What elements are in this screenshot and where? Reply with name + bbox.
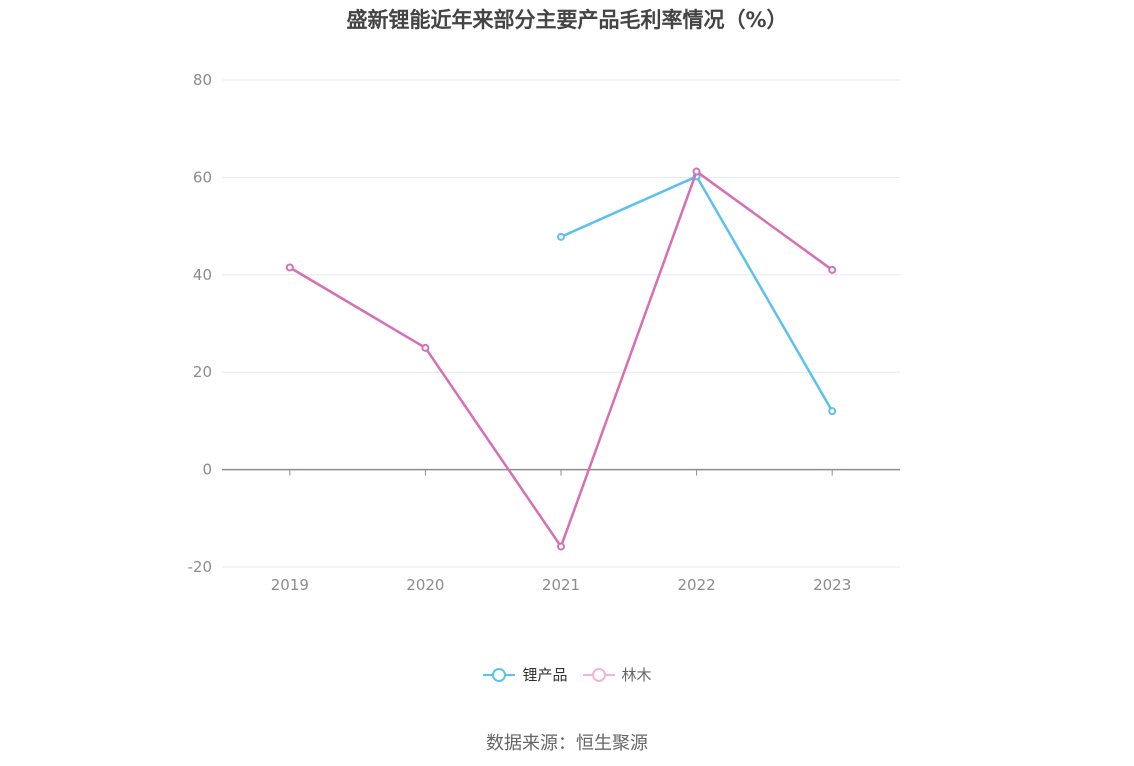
- data-point-series-1: [421, 343, 430, 352]
- y-tick-label: 40: [193, 266, 212, 284]
- data-point-series-1: [557, 542, 565, 551]
- y-tick-label: 60: [193, 168, 212, 186]
- legend: 锂产品 林木: [0, 664, 1134, 685]
- legend-lithium-marker-icon: [483, 667, 516, 682]
- legend-item-lithium[interactable]: 锂产品: [482, 664, 568, 685]
- data-point-series-1: [285, 263, 294, 272]
- legend-item-forestry[interactable]: 林木: [582, 664, 652, 685]
- y-tick-label: 0: [202, 461, 212, 479]
- y-tick-label: 20: [193, 363, 212, 381]
- y-tick-label: 80: [193, 71, 212, 89]
- data-point-series-1: [828, 265, 837, 274]
- data-point-series-0: [828, 407, 837, 416]
- x-tick-label: 2023: [813, 576, 851, 594]
- series-line-0: [560, 175, 834, 412]
- legend-forestry-marker-icon: [582, 667, 615, 682]
- x-tick-label: 2022: [678, 576, 716, 594]
- data-point-series-0: [557, 232, 565, 241]
- data-source-note: 数据来源：恒生聚源: [486, 733, 648, 754]
- series-line-1: [289, 170, 833, 548]
- data-point-series-1: [692, 167, 701, 176]
- x-tick-label: 2021: [542, 576, 580, 594]
- y-tick-label: -20: [188, 558, 213, 576]
- x-tick-label: 2019: [271, 576, 309, 594]
- legend-label-lithium: 锂产品: [522, 666, 568, 684]
- x-tick-label: 2020: [406, 576, 444, 594]
- legend-label-forestry: 林木: [621, 666, 652, 684]
- chart-title: 盛新锂能近年来部分主要产品毛利率情况（%）: [346, 8, 788, 32]
